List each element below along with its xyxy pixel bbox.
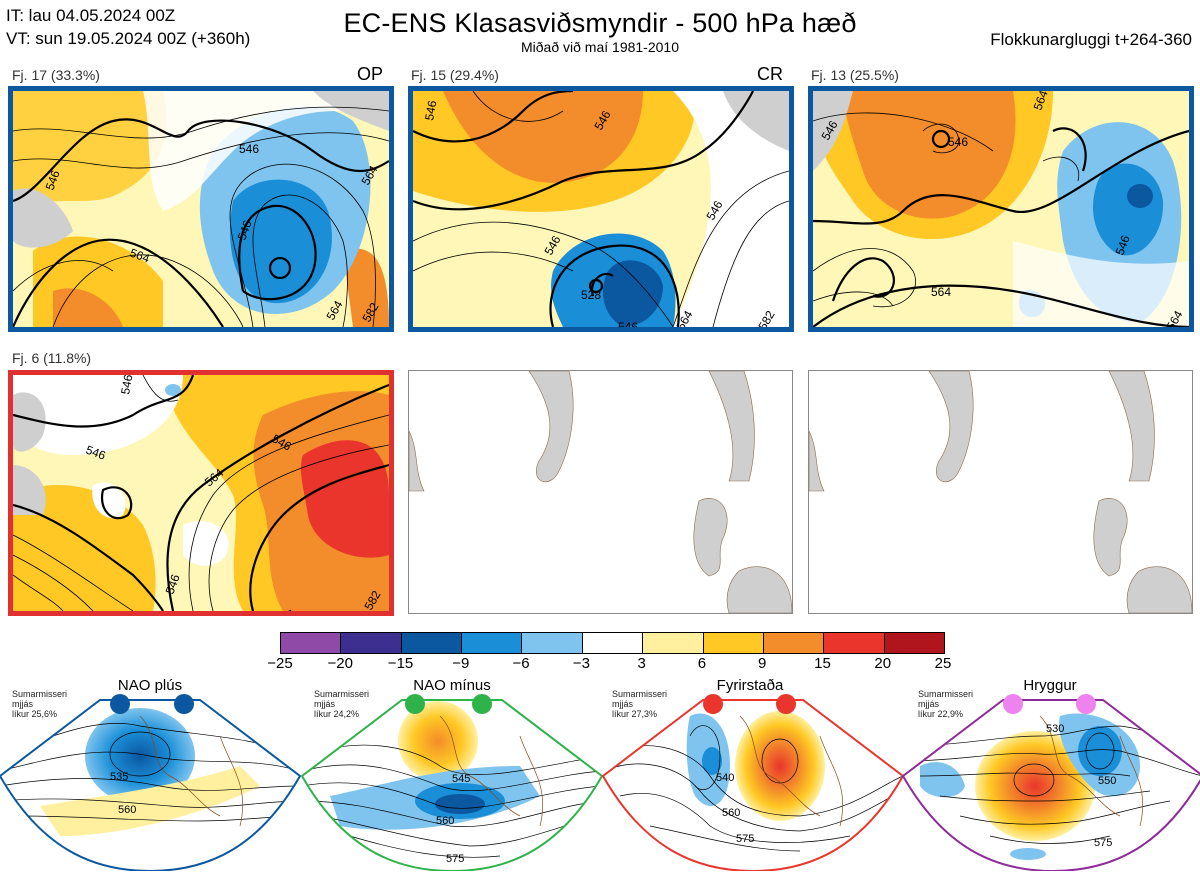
colorbar-segment xyxy=(884,633,944,653)
contour-label: 546 xyxy=(84,443,108,463)
panel-1-tag: OP xyxy=(357,64,384,84)
contour-label: 546 xyxy=(239,142,259,156)
regime-title-nao-plus: NAO plús xyxy=(117,677,183,694)
contour-label: 546 xyxy=(1113,233,1133,257)
colorbar-tick-label: 15 xyxy=(814,655,831,672)
empty-map-6 xyxy=(808,370,1193,614)
regime-dot xyxy=(110,694,130,714)
colorbar-tick-label: −6 xyxy=(512,655,530,672)
regime-contour-label: 575 xyxy=(446,853,464,865)
cluster-map-3: 546 546 564 546 564 564 xyxy=(808,86,1194,332)
regime-contour-label: 575 xyxy=(1094,837,1112,849)
it-line: IT: lau 04.05.2024 00Z xyxy=(6,6,176,25)
regime-contour-label: 560 xyxy=(722,807,740,819)
contour-label: 564 xyxy=(931,285,951,299)
colorbar-segment xyxy=(281,633,342,653)
regime-info-nao-plus: Sumarmisseri mjjás líkur 25,6% xyxy=(12,689,68,719)
regime-dot xyxy=(1003,694,1023,714)
colorbar-segment xyxy=(522,633,583,653)
regime-contour-label: 535 xyxy=(110,771,128,783)
colorbar-tick-label: 6 xyxy=(697,655,707,672)
cluster-map-2: 546 546 546 528 546 564 582 546 xyxy=(408,86,794,332)
cluster-map-1: 546 546 564 564 546 564 582 xyxy=(8,86,394,332)
colorbar-labels: −25 −20 −15 −9 −6 −3 3 6 9 15 20 25 xyxy=(267,655,951,675)
colorbar-tick-label: 25 xyxy=(934,655,952,672)
colorbar-segment xyxy=(763,633,825,653)
regime-dot xyxy=(1076,694,1096,714)
regime-info-ridge: Sumarmisseri mjjás líkur 22,9% xyxy=(918,689,974,719)
colorbar xyxy=(280,632,945,654)
colorbar-segment xyxy=(643,633,704,653)
regime-dot xyxy=(405,694,425,714)
colorbar-tick-label: −9 xyxy=(452,655,470,672)
vt-line: VT: sun 19.05.2024 00Z (+360h) xyxy=(6,29,251,48)
colorbar-segment xyxy=(341,633,402,653)
colorbar-tick-label: −3 xyxy=(572,655,590,672)
regime-contour-label: 560 xyxy=(118,804,136,816)
regime-title-ridge: Hryggur xyxy=(1023,677,1077,694)
contour-label: 546 xyxy=(422,99,439,121)
regime-dot xyxy=(174,694,194,714)
colorbar-tick-label: −25 xyxy=(267,655,293,672)
empty-map-5 xyxy=(408,370,793,614)
contour-label: 528 xyxy=(581,288,601,302)
regime-title-blocking: Fyrirstaða xyxy=(716,677,784,694)
contour-label: 564 xyxy=(128,246,152,266)
regime-contour-label: 560 xyxy=(436,815,454,827)
regime-contour-label: 545 xyxy=(452,773,470,785)
colorbar-tick-label: 9 xyxy=(758,655,767,672)
contour-label: 546 xyxy=(618,320,638,327)
regime-info-nao-minus: Sumarmisseri mjjás líkur 24,2% xyxy=(314,689,370,719)
regime-info-blocking: Sumarmisseri mjjás líkur 27,3% xyxy=(612,689,668,719)
regime-reference-row: 535 560 545 560 57 xyxy=(0,676,1200,873)
regime-title-nao-minus: NAO mínus xyxy=(413,677,491,694)
contour-label: 546 xyxy=(163,572,183,596)
panel-3-label: Fj. 13 (25.5%) xyxy=(811,67,899,83)
panel-4-label: Fj. 6 (11.8%) xyxy=(12,350,92,366)
contour-label: 546 xyxy=(235,218,255,242)
regime-contour-label: 530 xyxy=(1046,723,1064,735)
contour-label: 546 xyxy=(43,168,63,192)
regime-dot xyxy=(472,694,492,714)
panel-1-label: Fj. 17 (33.3%) xyxy=(12,67,100,83)
contour-label: 546 xyxy=(118,375,135,396)
classification-window: Flokkunargluggi t+264-360 xyxy=(990,30,1192,49)
colorbar-segment xyxy=(462,633,523,653)
regime-fans: 535 560 545 560 57 xyxy=(0,694,1200,873)
panel-2-tag: CR xyxy=(757,64,783,84)
colorbar-segment xyxy=(703,633,764,653)
colorbar-segment xyxy=(582,633,644,653)
regime-dot xyxy=(776,694,796,714)
regime-contour-label: 540 xyxy=(716,772,734,784)
panel-2-label: Fj. 15 (29.4%) xyxy=(411,67,499,83)
page-subtitle: Miðað við maí 1981-2010 xyxy=(521,39,679,55)
colorbar-tick-label: −20 xyxy=(327,655,353,672)
colorbar-segment xyxy=(401,633,463,653)
contour-label: 564 xyxy=(280,608,302,612)
colorbar-tick-label: 20 xyxy=(874,655,892,672)
colorbar-tick-label: 3 xyxy=(637,655,646,672)
cluster-map-4: 546 546 546 564 546 564 582 xyxy=(8,370,394,616)
colorbar-segment xyxy=(824,633,885,653)
regime-dot xyxy=(703,694,723,714)
header-info: IT: lau 04.05.2024 00Z VT: sun 19.05.202… xyxy=(6,4,250,50)
regime-contour-label: 550 xyxy=(1098,775,1116,787)
contour-label: 546 xyxy=(948,135,968,149)
colorbar-tick-label: −15 xyxy=(387,655,414,672)
regime-contour-label: 575 xyxy=(736,833,754,845)
page-title: EC-ENS Klasasviðsmyndir - 500 hPa hæð xyxy=(343,8,857,38)
